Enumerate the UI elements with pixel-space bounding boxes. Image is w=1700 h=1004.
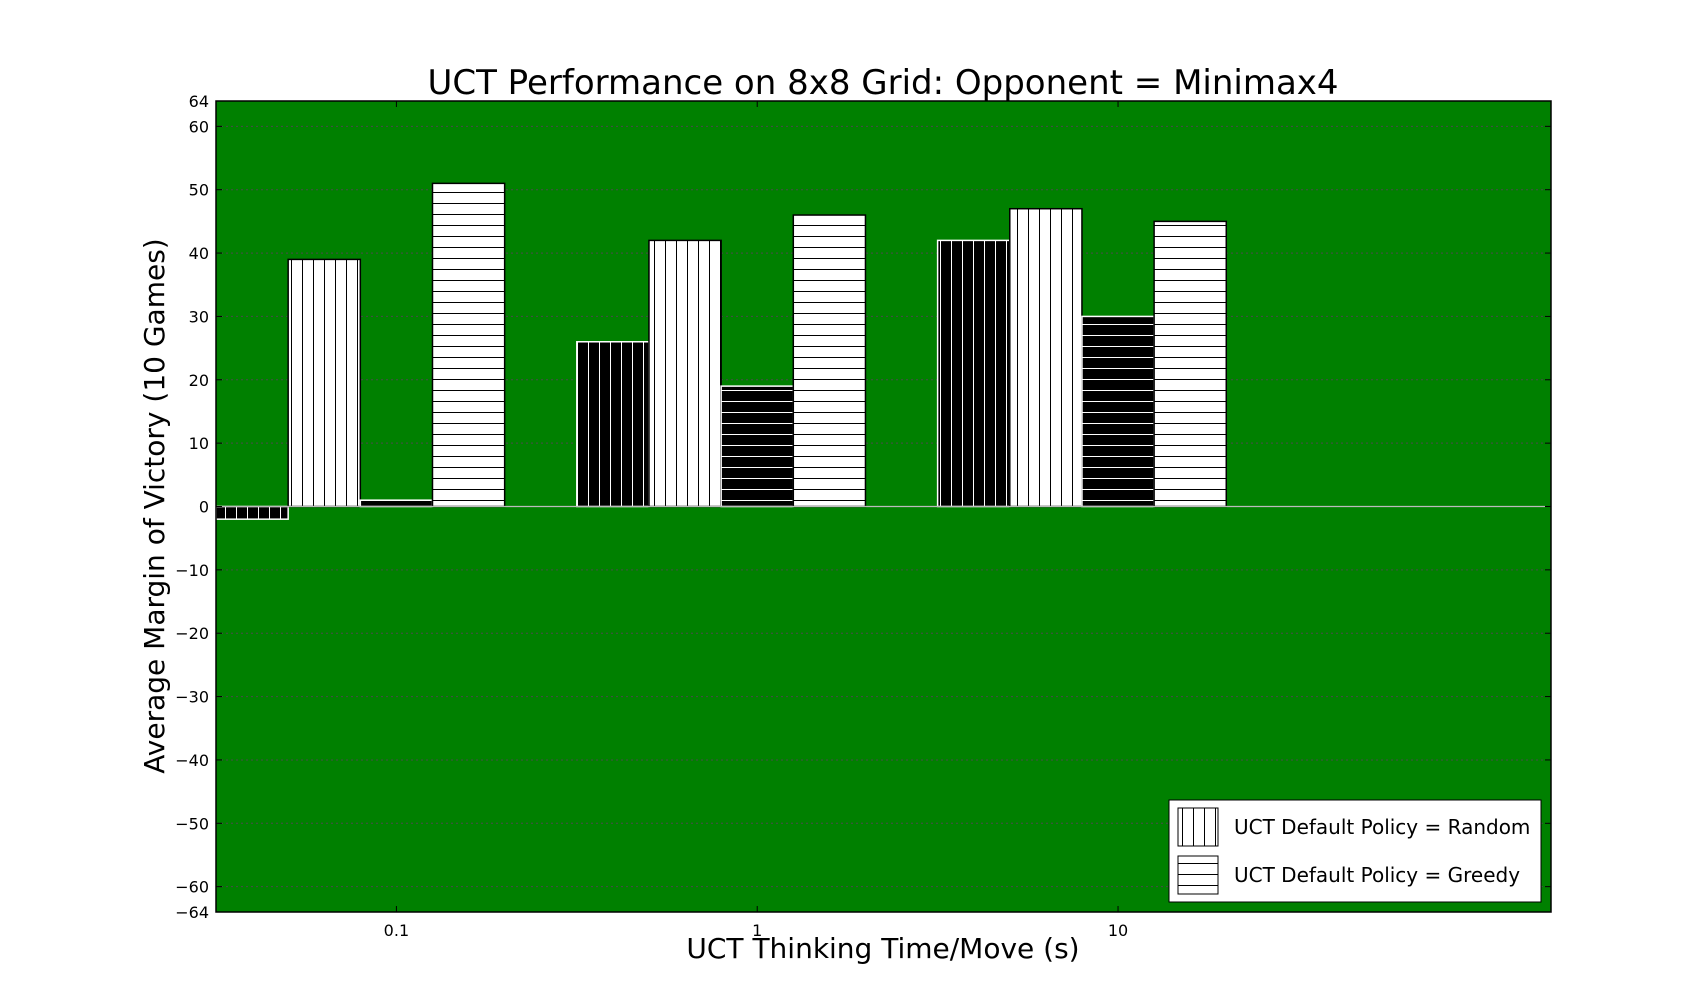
bar-s3-10 [1153, 220, 1228, 508]
legend-swatch-random [1177, 807, 1219, 847]
bar-s3-0.1 [431, 182, 506, 508]
y-tick-label: 40 [189, 244, 209, 263]
legend-label-random: UCT Default Policy = Random [1234, 815, 1530, 839]
y-tick-label: −10 [175, 561, 209, 580]
legend: UCT Default Policy = Random UCT Default … [1168, 799, 1542, 903]
y-tick-label: −50 [175, 814, 209, 833]
bar-s3-1 [792, 214, 867, 508]
y-tick-label: −64 [175, 903, 209, 922]
bars-group [215, 182, 1228, 520]
y-axis-label: Average Margin of Victory (10 Games) [138, 238, 171, 773]
y-tick-label: 20 [189, 371, 209, 390]
y-tick-label: 0 [199, 498, 209, 517]
bar-s2-0.1 [359, 499, 434, 508]
bar-s1-1 [648, 239, 722, 508]
x-axis-label: UCT Thinking Time/Move (s) [686, 932, 1079, 965]
x-tick-label: 1 [752, 921, 762, 940]
y-tick-label: −40 [175, 751, 209, 770]
y-axis-ticks: −64 −60 −50 −40 −30 −20 −10 0 10 20 30 40 50 60 64 [175, 92, 1551, 922]
chart-title: UCT Performance on 8x8 Grid: Opponent = … [427, 63, 1338, 103]
legend-label-greedy: UCT Default Policy = Greedy [1234, 863, 1520, 887]
bar-s0-0.1 [215, 505, 289, 520]
y-tick-label: 10 [189, 434, 209, 453]
bar-s1-0.1 [287, 258, 362, 508]
bar-s1-10 [1009, 207, 1083, 508]
bar-s2-1 [720, 385, 795, 508]
y-tick-label: 64 [189, 92, 209, 111]
y-tick-label: 60 [189, 117, 209, 136]
y-tick-label: −30 [175, 688, 209, 707]
x-tick-label: 10 [1108, 921, 1128, 940]
y-tick-label: 50 [189, 181, 209, 200]
legend-swatch-greedy [1177, 855, 1219, 895]
y-tick-label: −60 [175, 878, 209, 897]
legend-box [1168, 799, 1542, 903]
bar-s0-10 [936, 239, 1011, 508]
y-tick-label: 30 [189, 307, 209, 326]
bar-s0-1 [576, 341, 650, 508]
x-axis-ticks: 0.1 1 10 [384, 101, 1128, 940]
bar-s2-10 [1081, 315, 1155, 508]
x-tick-label: 0.1 [384, 921, 409, 940]
y-tick-label: −20 [175, 624, 209, 643]
